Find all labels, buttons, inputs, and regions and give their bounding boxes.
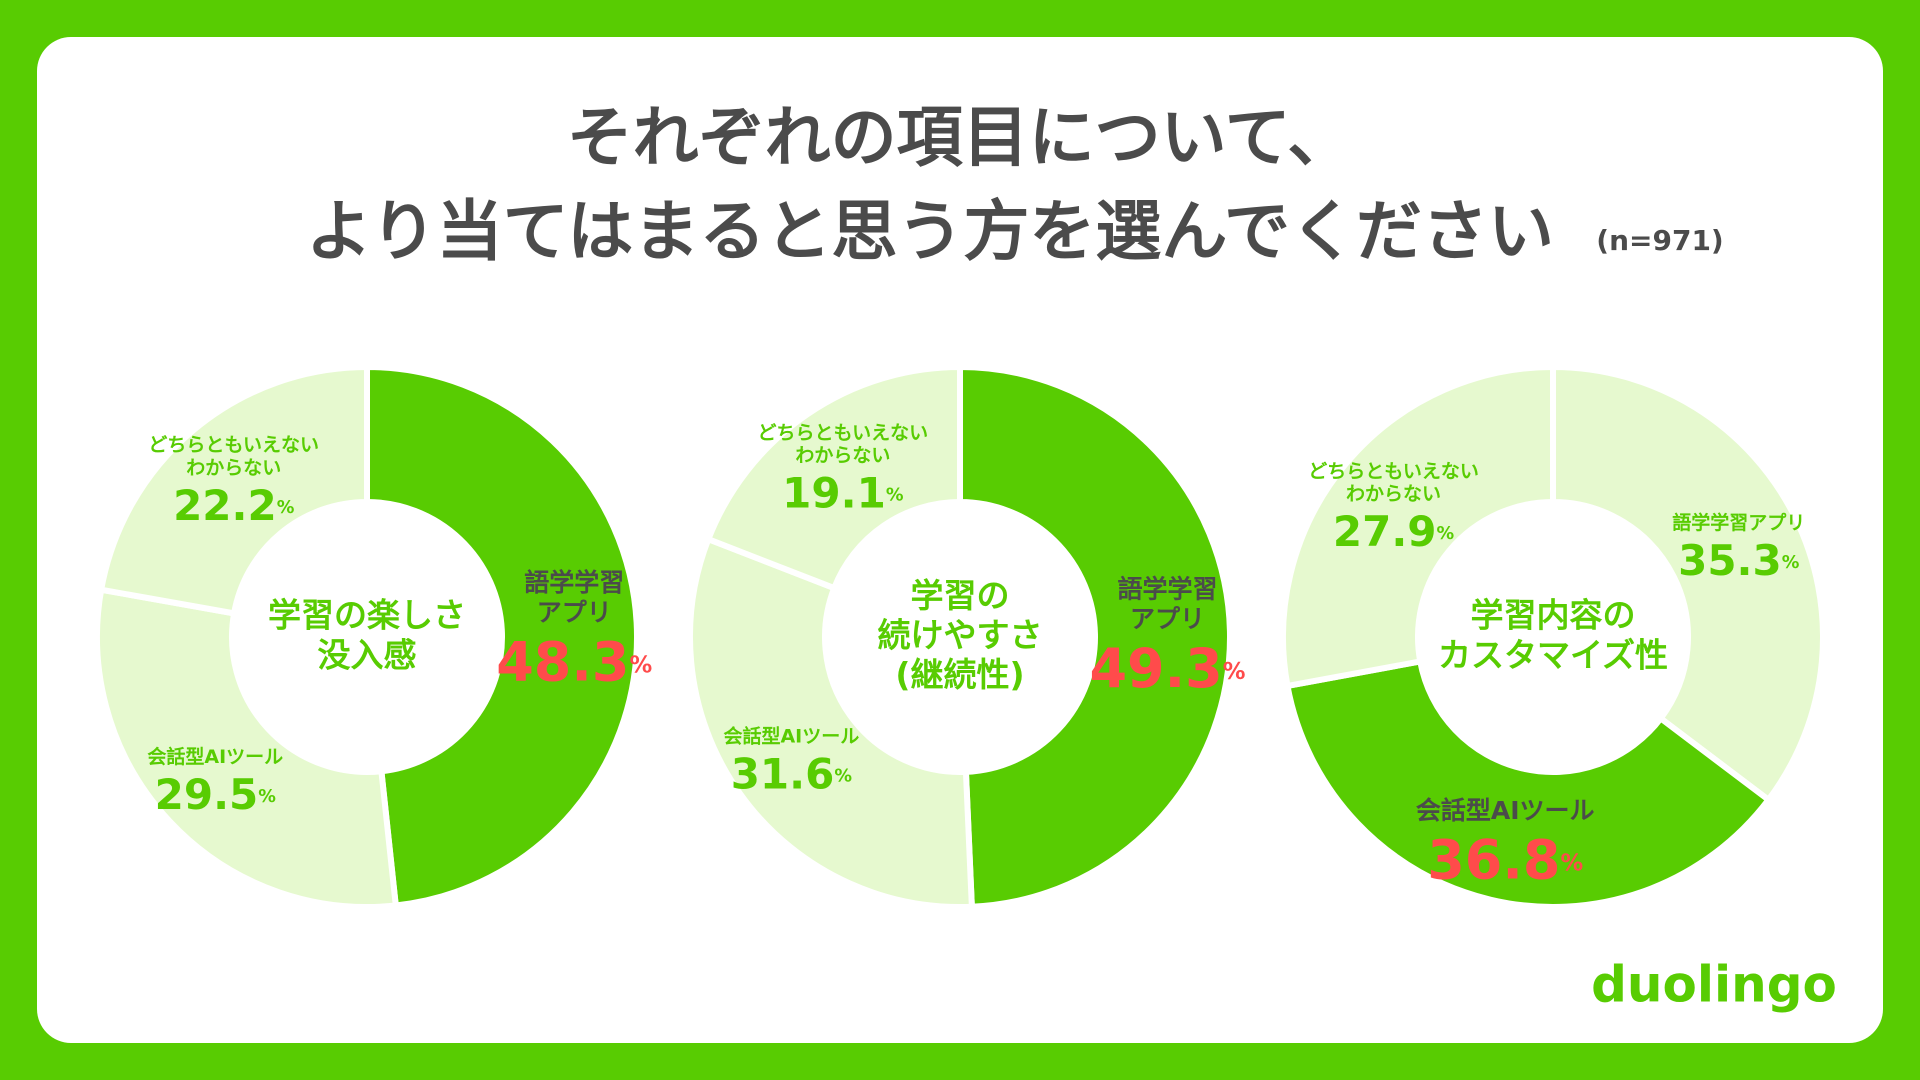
center-label: 続けやすさ bbox=[878, 616, 1043, 655]
value-unit: % bbox=[834, 767, 852, 787]
value-label: 22.2% bbox=[173, 480, 295, 529]
center-label: 学習の bbox=[911, 576, 1010, 615]
donut-segment bbox=[957, 363, 1233, 910]
value-unit: % bbox=[1437, 524, 1455, 544]
value-label: 36.8% bbox=[1427, 828, 1583, 891]
donut-segment bbox=[704, 363, 963, 592]
sample-size: (n=971) bbox=[1596, 224, 1723, 257]
donut-segment bbox=[1283, 657, 1773, 910]
value-label: 27.9% bbox=[1333, 507, 1455, 556]
brand: duolingo bbox=[1591, 956, 1837, 1014]
value-number: 48.3 bbox=[496, 630, 629, 693]
donut-segment bbox=[1280, 363, 1556, 690]
center-label: 学習の楽しさ bbox=[268, 596, 466, 635]
category-label: 会話型AIツール bbox=[1416, 796, 1595, 825]
value-number: 49.3 bbox=[1089, 637, 1222, 700]
category-label: どちらともいえない bbox=[1308, 460, 1479, 482]
center-label: 没入感 bbox=[318, 635, 417, 674]
value-number: 35.3 bbox=[1678, 536, 1782, 585]
value-label: 29.5% bbox=[155, 770, 277, 819]
donut-segment bbox=[364, 363, 640, 909]
category-label: 会話型AIツール bbox=[147, 745, 283, 768]
value-number: 19.1 bbox=[782, 468, 886, 517]
category-label: 会話型AIツール bbox=[723, 724, 859, 747]
category-label: 語学学習 bbox=[1117, 574, 1217, 603]
category-label: アプリ bbox=[1130, 604, 1205, 633]
center-label: (継続性) bbox=[895, 655, 1024, 694]
title-line: それぞれの項目について、 bbox=[567, 99, 1354, 176]
center-label: カスタマイズ性 bbox=[1438, 635, 1668, 674]
value-label: 35.3% bbox=[1678, 536, 1800, 585]
value-unit: % bbox=[1782, 553, 1800, 573]
category-label: どちらともいえない bbox=[148, 434, 319, 456]
category-label: どちらともいえない bbox=[758, 422, 929, 444]
value-unit: % bbox=[1560, 850, 1583, 876]
center-label: 学習内容の bbox=[1471, 596, 1636, 635]
category-label: 語学学習アプリ bbox=[1672, 511, 1805, 534]
value-unit: % bbox=[629, 652, 652, 678]
value-number: 27.9 bbox=[1333, 507, 1437, 556]
value-label: 19.1% bbox=[782, 468, 904, 517]
donut-segment bbox=[94, 586, 400, 910]
category-label: わからない bbox=[1346, 483, 1441, 505]
value-number: 29.5 bbox=[155, 770, 259, 819]
value-number: 31.6 bbox=[731, 749, 835, 798]
value-number: 22.2 bbox=[173, 480, 277, 529]
value-label: 48.3% bbox=[496, 630, 652, 693]
value-number: 36.8 bbox=[1427, 828, 1560, 891]
donut-segment bbox=[687, 535, 976, 910]
title-line: より当てはまると思う方を選んでください bbox=[306, 193, 1554, 270]
value-label: 31.6% bbox=[731, 749, 853, 798]
category-label: わからない bbox=[795, 445, 890, 467]
value-unit: % bbox=[277, 498, 295, 518]
category-label: わからない bbox=[186, 457, 281, 479]
donut-segment bbox=[1550, 363, 1826, 804]
value-label: 49.3% bbox=[1089, 637, 1245, 700]
value-unit: % bbox=[886, 486, 904, 506]
category-label: アプリ bbox=[537, 598, 612, 627]
value-unit: % bbox=[1223, 659, 1246, 685]
donut-segment bbox=[97, 363, 370, 617]
category-label: 語学学習 bbox=[524, 568, 624, 597]
value-unit: % bbox=[258, 787, 276, 807]
